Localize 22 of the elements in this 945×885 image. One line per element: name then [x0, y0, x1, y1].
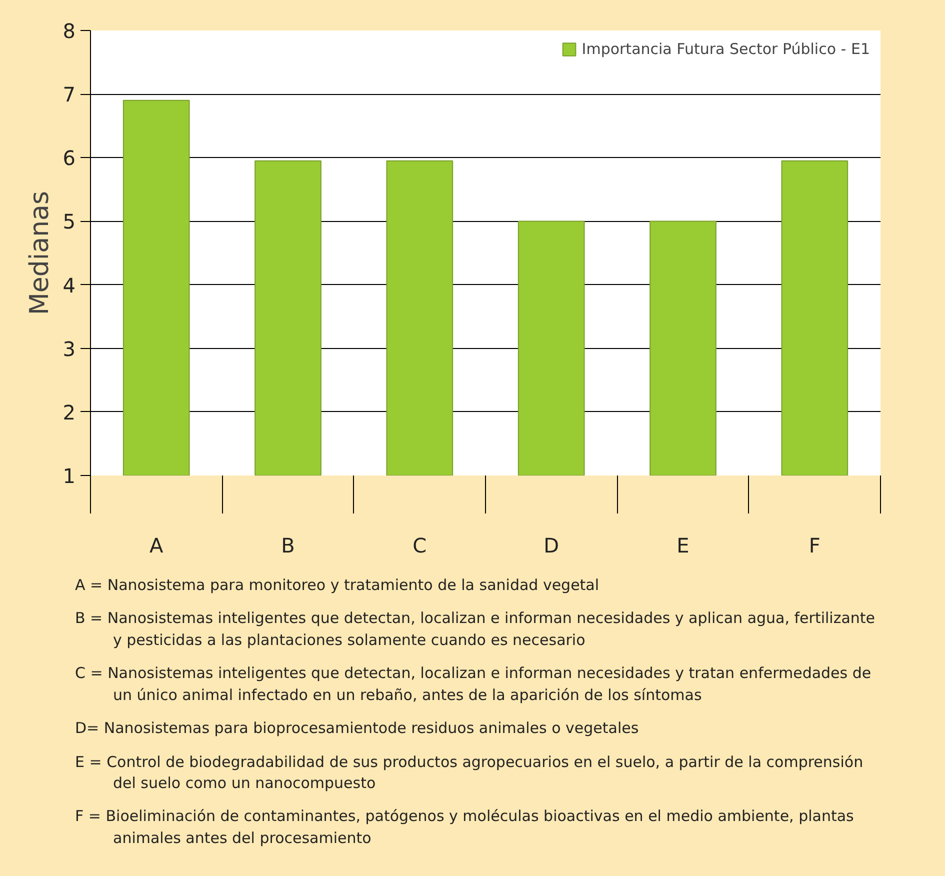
x-tick-label: F	[808, 534, 820, 558]
y-tick-label: 8	[62, 19, 76, 43]
y-tick-label: 4	[62, 273, 76, 298]
y-tick-label: 5	[62, 210, 76, 234]
y-tick-label: 7	[62, 82, 76, 107]
text: E = Control de biodegradabilidad de sus productos agropecuarios en el suelo, a partir de la comprensión del suelo como un nanocompuesto	[75, 752, 864, 794]
y-axis-title: Medianas	[24, 190, 55, 316]
y-tick-label: 1	[62, 464, 76, 488]
x-tick-label: D	[544, 534, 560, 558]
text: A = Nanosistema para monitoreo y tratamiento de la sanidad vegetal	[75, 575, 600, 596]
legend-label: Importancia Futura Sector Público - E1	[582, 40, 870, 58]
x-tick-label: C	[412, 534, 427, 558]
x-tick-label: B	[281, 534, 295, 558]
y-tick-label: 6	[62, 146, 76, 170]
y-tick-label: 3	[62, 336, 76, 361]
x-tick-label: E	[676, 534, 690, 558]
text: F = Bioeliminación de contaminantes, patógenos y moléculas bioactivas en el medio ambiente, plantas animales antes del procesamiento	[75, 806, 855, 849]
x-tick-label: A	[149, 534, 164, 558]
text: D= Nanosistemas para bioprocesamientode residuos animales o vegetales	[75, 718, 640, 740]
y-tick-label: 2	[62, 400, 76, 424]
text: C = Nanosistemas inteligentes que detectan, localizan e informan necesidades y tratan enfermedades de un único animal infectado en un rebaño, antes de la aparición de los síntomas	[75, 663, 872, 706]
text: B = Nanosistemas inteligentes que detectan, localizan e informan necesidades y aplican agua, fertilizante y pesticidas a las plantaciones solamente cuando es necesario	[75, 608, 876, 651]
